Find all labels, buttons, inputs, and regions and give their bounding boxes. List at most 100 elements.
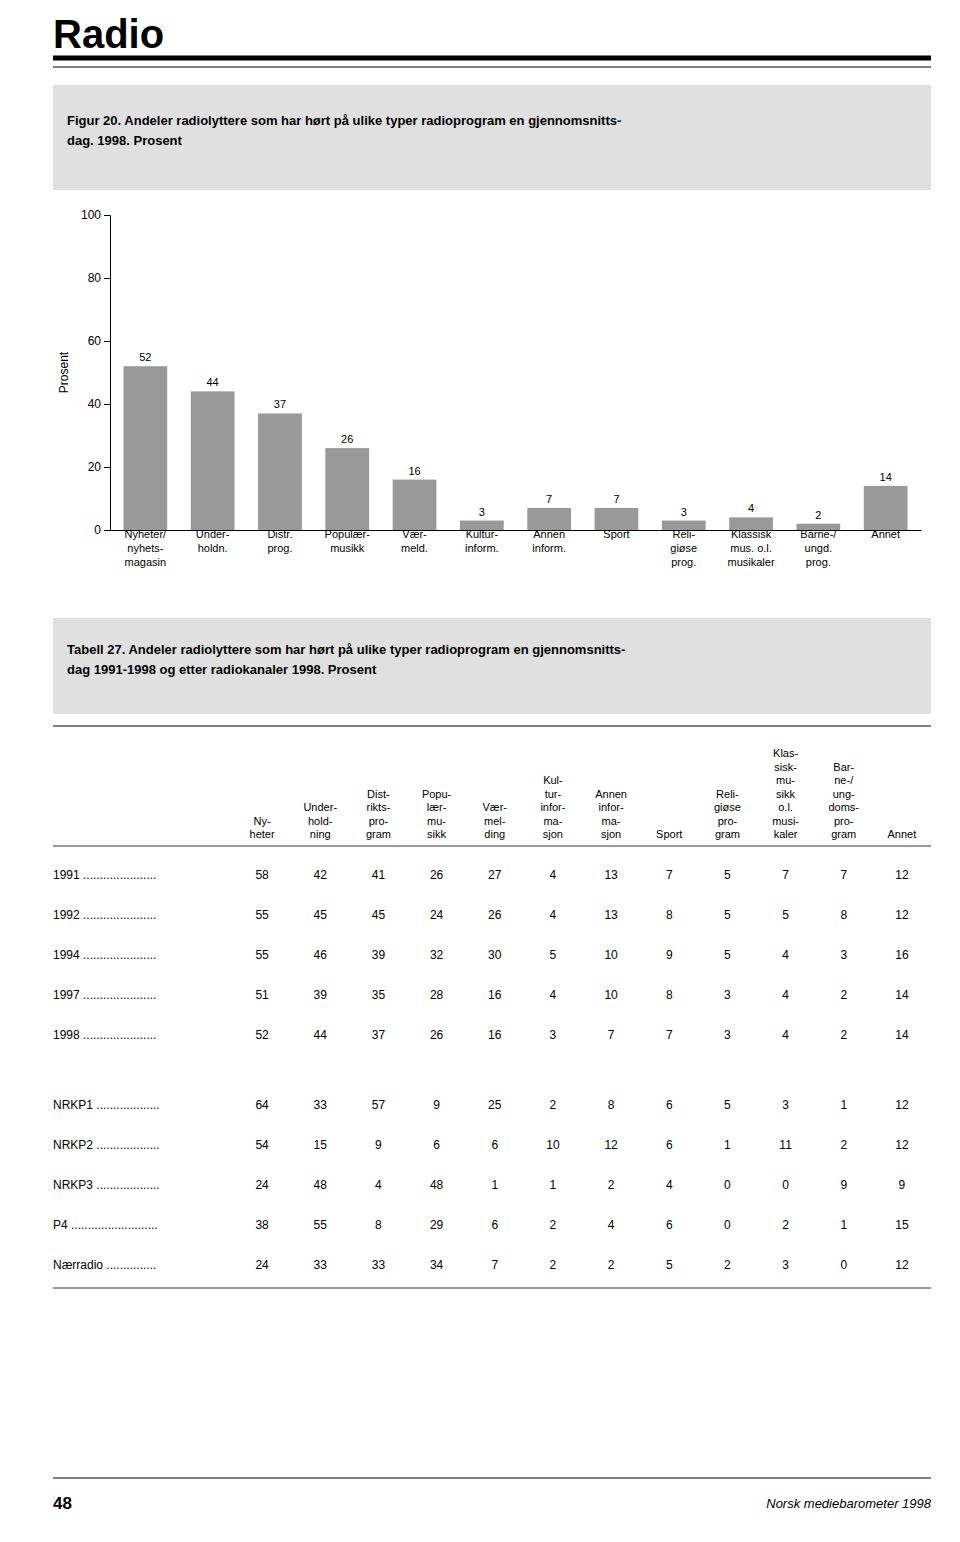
cell: 14 (895, 1028, 909, 1042)
y-tick-label: 100 (81, 208, 101, 222)
text-line: sjon (543, 828, 563, 840)
heading: Radio (53, 12, 164, 56)
cell: 45 (372, 908, 386, 922)
text-line: giøse (670, 542, 697, 554)
cell: 7 (666, 1028, 673, 1042)
y-axis-line (104, 216, 111, 531)
text-line: magasin (125, 556, 167, 568)
text-line: inform. (532, 542, 566, 554)
data-label: 52 (139, 351, 151, 363)
cell: 55 (314, 1218, 328, 1232)
cell: 30 (488, 948, 502, 962)
text-line: Popu- (422, 788, 452, 800)
cell: 48 (430, 1178, 444, 1192)
text-line: Reli- (672, 528, 695, 540)
text-line: o.l. (778, 801, 793, 813)
text-line: giøse (714, 801, 741, 813)
text-line: sjon (601, 828, 621, 840)
x-tick: Anneninform. (532, 528, 566, 554)
data-label: 37 (274, 398, 286, 410)
bar (123, 366, 167, 530)
cell: 5 (724, 1098, 731, 1112)
bar (258, 413, 302, 530)
text-line: ungd. (805, 542, 833, 554)
cell: 12 (604, 1138, 618, 1152)
table-row: 1991 ......................5842412627413… (53, 868, 909, 882)
cell: 7 (666, 868, 673, 882)
text-line: tur- (545, 788, 562, 800)
cell: 2 (840, 1028, 847, 1042)
cell: 16 (488, 988, 502, 1002)
column-header: Kul-tur-infor-ma-sjon (540, 774, 565, 840)
text-line: Kultur- (466, 528, 499, 540)
cell: 2 (550, 1218, 557, 1232)
cell: 15 (895, 1218, 909, 1232)
y-axis: 020406080100 (81, 208, 111, 537)
x-tick-label: Nyheter/nyhets-magasin (125, 528, 168, 568)
text-line: Bar- (833, 761, 854, 773)
y-axis-title: Prosent (57, 351, 71, 393)
cell: 14 (895, 988, 909, 1002)
cell: 33 (314, 1098, 328, 1112)
text-line: dag 1991-1998 og etter radiokanaler 1998… (67, 662, 377, 677)
cell: 4 (782, 948, 789, 962)
y-tick: 60 (88, 334, 110, 348)
y-tick-mark (104, 530, 110, 531)
cell: 2 (550, 1258, 557, 1272)
text-line: Dist- (367, 788, 390, 800)
text-line: dag. 1998. Prosent (67, 133, 183, 148)
table-row: 1997 ......................5139352816410… (53, 988, 909, 1002)
cell: 5 (666, 1258, 673, 1272)
text-line: ne-/ (834, 774, 854, 786)
cell: 10 (604, 948, 618, 962)
x-tick: Vær-meld. (401, 528, 428, 554)
row-label: NRKP2 ................... (53, 1138, 160, 1152)
x-tick-label: Kultur-inform. (465, 528, 499, 554)
x-tick-label: Vær-meld. (401, 528, 428, 554)
bar (191, 391, 235, 530)
cell: 27 (488, 868, 502, 882)
x-tick: Annet (871, 528, 900, 540)
cell: 42 (314, 868, 328, 882)
x-tick: Reli-giøse prog. (670, 528, 697, 568)
text-line: sisk- (774, 761, 797, 773)
cell: 12 (895, 1098, 909, 1112)
data-labels: 524437261637734214 (139, 351, 892, 521)
cell: 4 (550, 868, 557, 882)
cell: 6 (666, 1218, 673, 1232)
text-line: mel- (484, 815, 506, 827)
x-tick: Klassiskmus. o.l.musikaler (728, 528, 775, 568)
chart-title: Figur 20. Andeler radiolyttere som har h… (67, 113, 621, 148)
bars (123, 366, 907, 530)
cell: 9 (899, 1178, 906, 1192)
cell: 5 (724, 948, 731, 962)
cell: 25 (488, 1098, 502, 1112)
data-label: 4 (748, 502, 754, 514)
y-tick: 100 (81, 208, 110, 222)
cell: 3 (724, 988, 731, 1002)
data-label: 26 (341, 433, 353, 445)
cell: 10 (546, 1138, 560, 1152)
table-row: NRKP2 ...................541596610126111… (53, 1138, 909, 1152)
text-line: Vær- (402, 528, 427, 540)
y-tick-label: 40 (88, 397, 102, 411)
cell: 10 (604, 988, 618, 1002)
text-line: pro- (369, 815, 389, 827)
data-label: 3 (479, 506, 485, 518)
rule (53, 726, 931, 727)
cell: 55 (255, 908, 269, 922)
x-tick-label: Under-holdn. (196, 528, 230, 554)
text-line: prog. (671, 556, 696, 568)
text-line: ma- (543, 815, 562, 827)
text-line: lær- (427, 801, 447, 813)
text-line: Vær- (483, 801, 508, 813)
text-line: Barne-/ (800, 528, 837, 540)
footer: Norsk mediebarometer 1998 (766, 1496, 932, 1511)
x-tick: Sport (603, 528, 629, 540)
x-tick-label: Barne-/ungd.prog. (800, 528, 837, 568)
cell: 1 (491, 1178, 498, 1192)
cell: 7 (840, 868, 847, 882)
cell: 6 (666, 1098, 673, 1112)
cell: 13 (604, 908, 618, 922)
x-tick: Nyheter/nyhets-magasin (125, 528, 168, 568)
